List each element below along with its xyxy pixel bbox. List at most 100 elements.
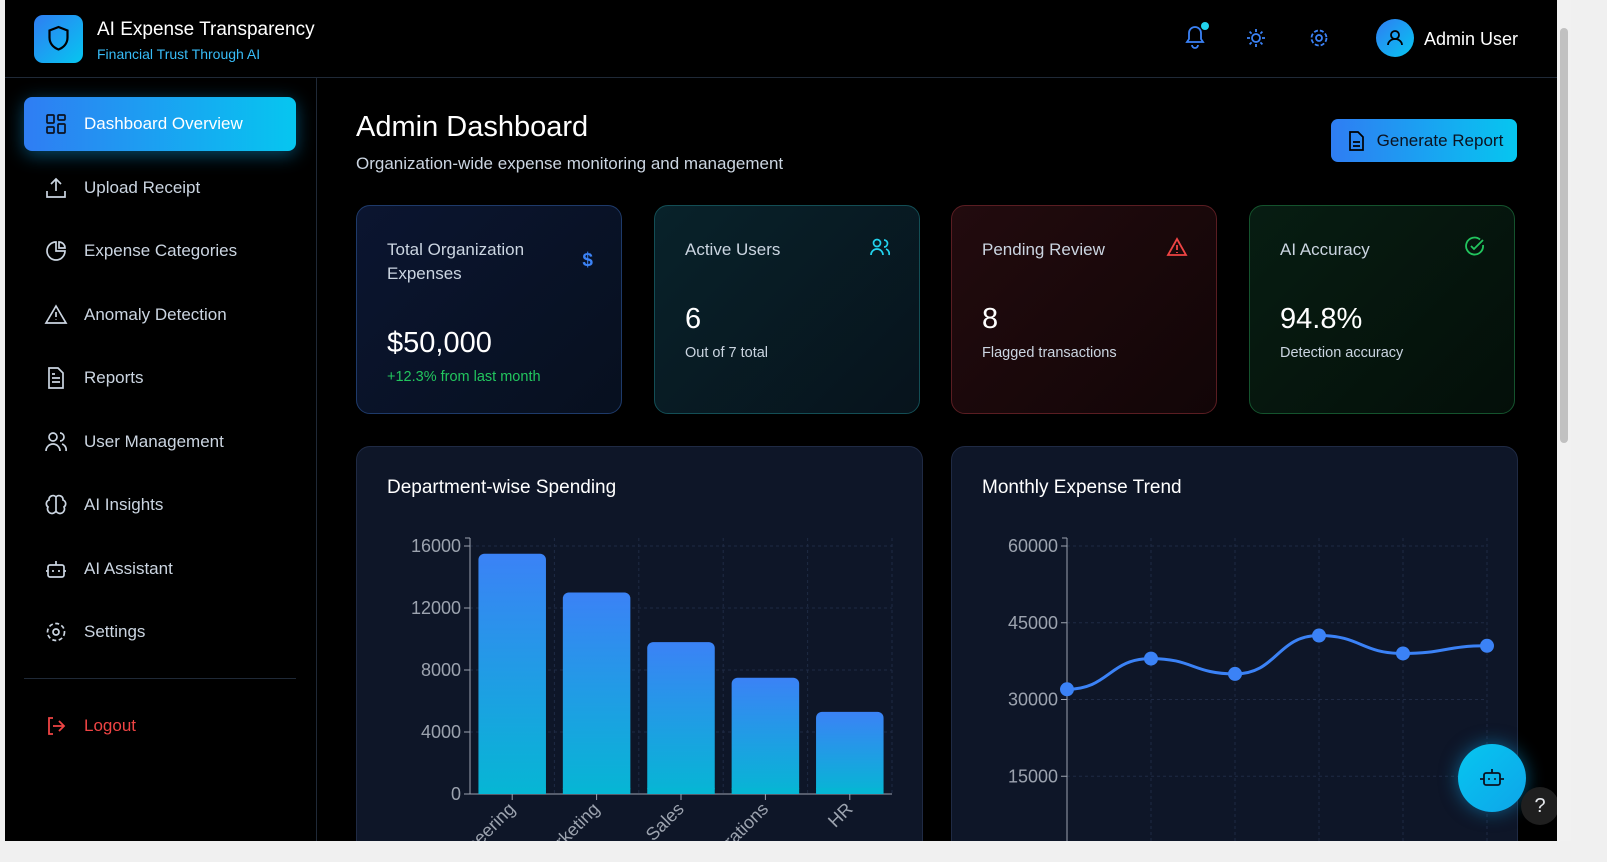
app: AI Expense Transparency Financial Trust … (5, 0, 1557, 841)
generate-report-button[interactable]: Generate Report (1331, 119, 1517, 162)
nav-item[interactable]: AI Assistant (24, 542, 296, 596)
card-value: 8 (982, 303, 999, 335)
nav-label[interactable]: Settings (84, 622, 146, 641)
settings-button[interactable] (1308, 27, 1332, 51)
nav-label[interactable]: Anomaly Detection (84, 305, 227, 324)
nav-label[interactable]: AI Assistant (84, 559, 173, 578)
stat-card: Active Users 6 Out of 7 total (654, 205, 920, 414)
nav-item[interactable]: Settings (24, 605, 296, 659)
chart-title: Department-wise Spending (387, 477, 617, 498)
point (1396, 646, 1410, 661)
y-tick-label: 60000 (1008, 536, 1058, 556)
card-label: AI Accuracy (1280, 240, 1370, 259)
bar-base (731, 788, 800, 794)
nav-icon (46, 561, 66, 578)
nav-item[interactable]: Reports (24, 351, 296, 405)
nav-icon (46, 622, 66, 642)
bar (816, 711, 884, 794)
y-tick-label: 15000 (1008, 766, 1058, 786)
bar (731, 677, 800, 794)
notifications[interactable] (1180, 20, 1210, 50)
sidebar (5, 77, 317, 841)
stat-card: Total Organization Expenses $ $50,000 +1… (356, 205, 622, 414)
help-button[interactable]: ? (1521, 787, 1559, 825)
app-subtitle: Financial Trust Through AI (97, 46, 261, 62)
logo (34, 15, 83, 63)
point (1144, 651, 1158, 666)
nav-icon (44, 304, 68, 324)
bar (478, 553, 546, 794)
nav-label[interactable]: AI Insights (84, 495, 164, 514)
nav-item[interactable]: Expense Categories (24, 224, 296, 278)
scrollbar (1557, 0, 1571, 841)
point (1060, 682, 1074, 697)
y-tick-label: 8000 (421, 660, 461, 680)
card-label: Pending Review (982, 240, 1105, 259)
header (5, 0, 1557, 78)
bar-base (562, 788, 631, 794)
bar (647, 642, 715, 794)
nav-label[interactable]: Expense Categories (84, 241, 238, 260)
nav-item[interactable]: Dashboard Overview (24, 97, 296, 151)
theme-toggle[interactable] (1245, 27, 1269, 51)
point (1228, 666, 1242, 681)
nav-item[interactable]: Anomaly Detection (24, 288, 296, 342)
avatar-icon (1387, 30, 1403, 46)
nav-label[interactable]: Dashboard Overview (84, 114, 243, 133)
logo-icon (48, 25, 69, 51)
logout-label[interactable]: Logout (84, 716, 136, 735)
stat-card: AI Accuracy 94.8% Detection accuracy (1249, 205, 1515, 414)
chart-panel: 15000 30000 45000 60000 Monthly Expense Tre… (951, 446, 1518, 841)
y-tick-label: 45000 (1008, 613, 1058, 633)
assistant-icon (1480, 769, 1504, 786)
nav-icon (46, 241, 66, 261)
app-title: AI Expense Transparency (97, 19, 315, 40)
chart: 15000 30000 45000 60000 (1008, 536, 1494, 841)
button-label[interactable]: Generate Report (1376, 130, 1504, 150)
nav-item[interactable]: AI Insights (24, 478, 296, 532)
y-tick-label: 12000 (411, 598, 461, 618)
x-tick-label: Sales (642, 799, 688, 841)
nav-label[interactable]: Reports (84, 368, 144, 387)
card-value: $50,000 (387, 327, 492, 359)
stat-card: Pending Review 8 Flagged transactions (951, 205, 1217, 414)
y-tick-label: 0 (451, 784, 461, 804)
card-icon (1465, 236, 1484, 256)
logout[interactable]: Logout (24, 699, 296, 753)
card-note: Out of 7 total (685, 345, 769, 361)
nav-label[interactable]: Upload Receipt (84, 178, 201, 197)
nav-icon (45, 432, 67, 452)
x-tick-label: Marketing (533, 799, 603, 841)
assistant-button[interactable] (1458, 744, 1526, 812)
y-tick-label: 30000 (1008, 690, 1058, 710)
card-note: Detection accuracy (1280, 345, 1404, 361)
chart: 0 4000 8000 12000 16000 Engineering Marketing S… (411, 536, 893, 841)
nav-label[interactable]: User Management (84, 432, 224, 451)
report-icon (1348, 130, 1364, 151)
point (1480, 638, 1494, 653)
card-icon (1166, 237, 1188, 256)
y-tick-label: 16000 (411, 536, 461, 556)
logout-icon (48, 717, 66, 735)
x-tick-label: Operations (696, 799, 772, 841)
nav-item[interactable]: Upload Receipt (24, 161, 296, 215)
user-name[interactable]: Admin User (1424, 29, 1519, 49)
scrollbar-thumb (1560, 28, 1568, 443)
card-label: Total Organization Expenses (387, 240, 525, 283)
nav-icon (46, 114, 66, 134)
card-value: 6 (685, 303, 702, 335)
nav-item[interactable]: User Management (24, 415, 296, 469)
page-subtitle: Organization-wide expense monitoring and… (356, 154, 784, 173)
bar-base (647, 788, 715, 794)
chart-title: Monthly Expense Trend (982, 477, 1182, 498)
avatar[interactable] (1376, 19, 1414, 57)
bar-base (478, 788, 546, 794)
nav-icon (46, 177, 66, 198)
bar-base (816, 788, 884, 794)
point (1312, 628, 1326, 643)
divider (24, 678, 296, 679)
card-label: Active Users (685, 240, 781, 259)
nav-icon (48, 367, 64, 389)
x-tick-label: HR (824, 799, 857, 832)
